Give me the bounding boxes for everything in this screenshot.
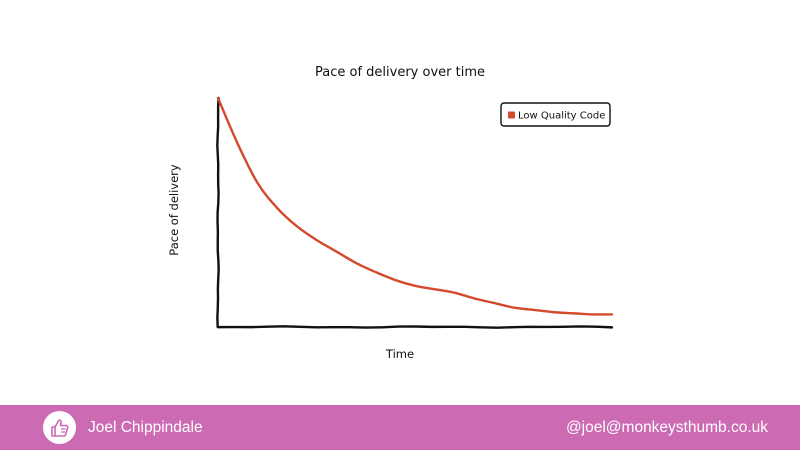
thumbs-up-icon	[50, 418, 69, 437]
avatar	[43, 411, 76, 444]
footer-bar: Joel Chippindale @joel@monkeysthumb.co.u…	[0, 405, 800, 450]
legend-box	[500, 102, 611, 127]
series-line-low-quality-code	[216, 96, 614, 316]
legend: Low Quality Code	[500, 102, 611, 127]
y-axis	[216, 96, 220, 329]
author-name: Joel Chippindale	[88, 418, 203, 436]
series-layer	[216, 96, 614, 316]
chart-title: Pace of delivery over time	[315, 65, 485, 80]
legend-label: Low Quality Code	[518, 111, 605, 122]
chart: Pace of delivery over time Time Pace of …	[167, 65, 614, 361]
legend-swatch	[508, 111, 515, 119]
footer-author: Joel Chippindale	[43, 411, 203, 444]
y-axis-label: Pace of delivery	[167, 164, 181, 256]
author-handle: @joel@monkeysthumb.co.uk	[565, 418, 768, 436]
x-axis-label: Time	[385, 347, 414, 361]
x-axis	[216, 325, 614, 329]
